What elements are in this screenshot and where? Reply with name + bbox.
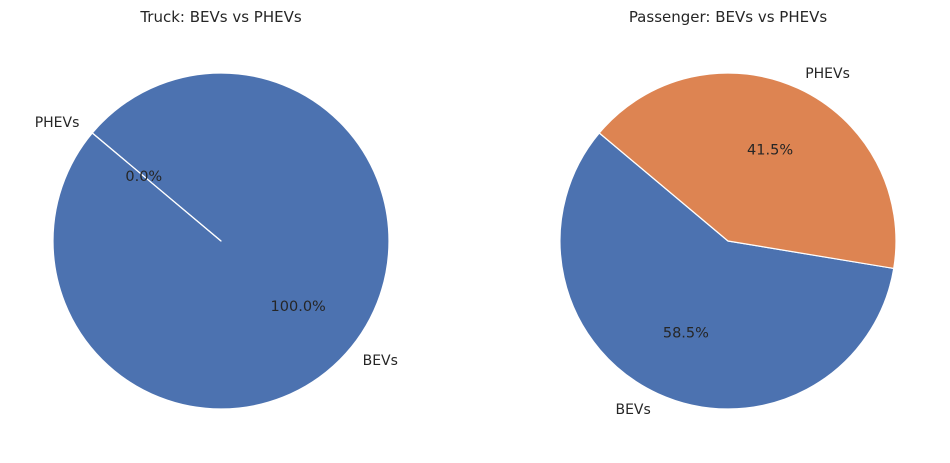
slice-label-bevs: BEVs: [615, 402, 650, 418]
slice-label-bevs: BEVs: [363, 353, 398, 369]
zero-slice-edge: [91, 132, 222, 242]
pie-slice-bevs: [559, 132, 895, 410]
pie-slice-phevs: [598, 72, 897, 270]
chart-title: Truck: BEVs vs PHEVs: [139, 8, 302, 26]
chart-title: Passenger: BEVs vs PHEVs: [629, 8, 828, 26]
slice-label-phevs: PHEVs: [805, 66, 850, 82]
pie-slices: [559, 72, 897, 410]
pie-chart-passenger: Passenger: BEVs vs PHEVs BEVs 58.5% PHEVs 4…: [559, 8, 897, 418]
pie-slices: [52, 72, 390, 410]
slice-label-phevs: PHEVs: [35, 115, 80, 131]
slice-percent-bevs: 100.0%: [271, 299, 326, 315]
slice-percent-phevs: 0.0%: [125, 169, 162, 185]
pie-chart-truck: Truck: BEVs vs PHEVs BEVs 100.0% PHEVs 0.0%: [35, 8, 398, 410]
slice-percent-phevs: 41.5%: [747, 142, 793, 158]
slice-percent-bevs: 58.5%: [663, 326, 709, 342]
